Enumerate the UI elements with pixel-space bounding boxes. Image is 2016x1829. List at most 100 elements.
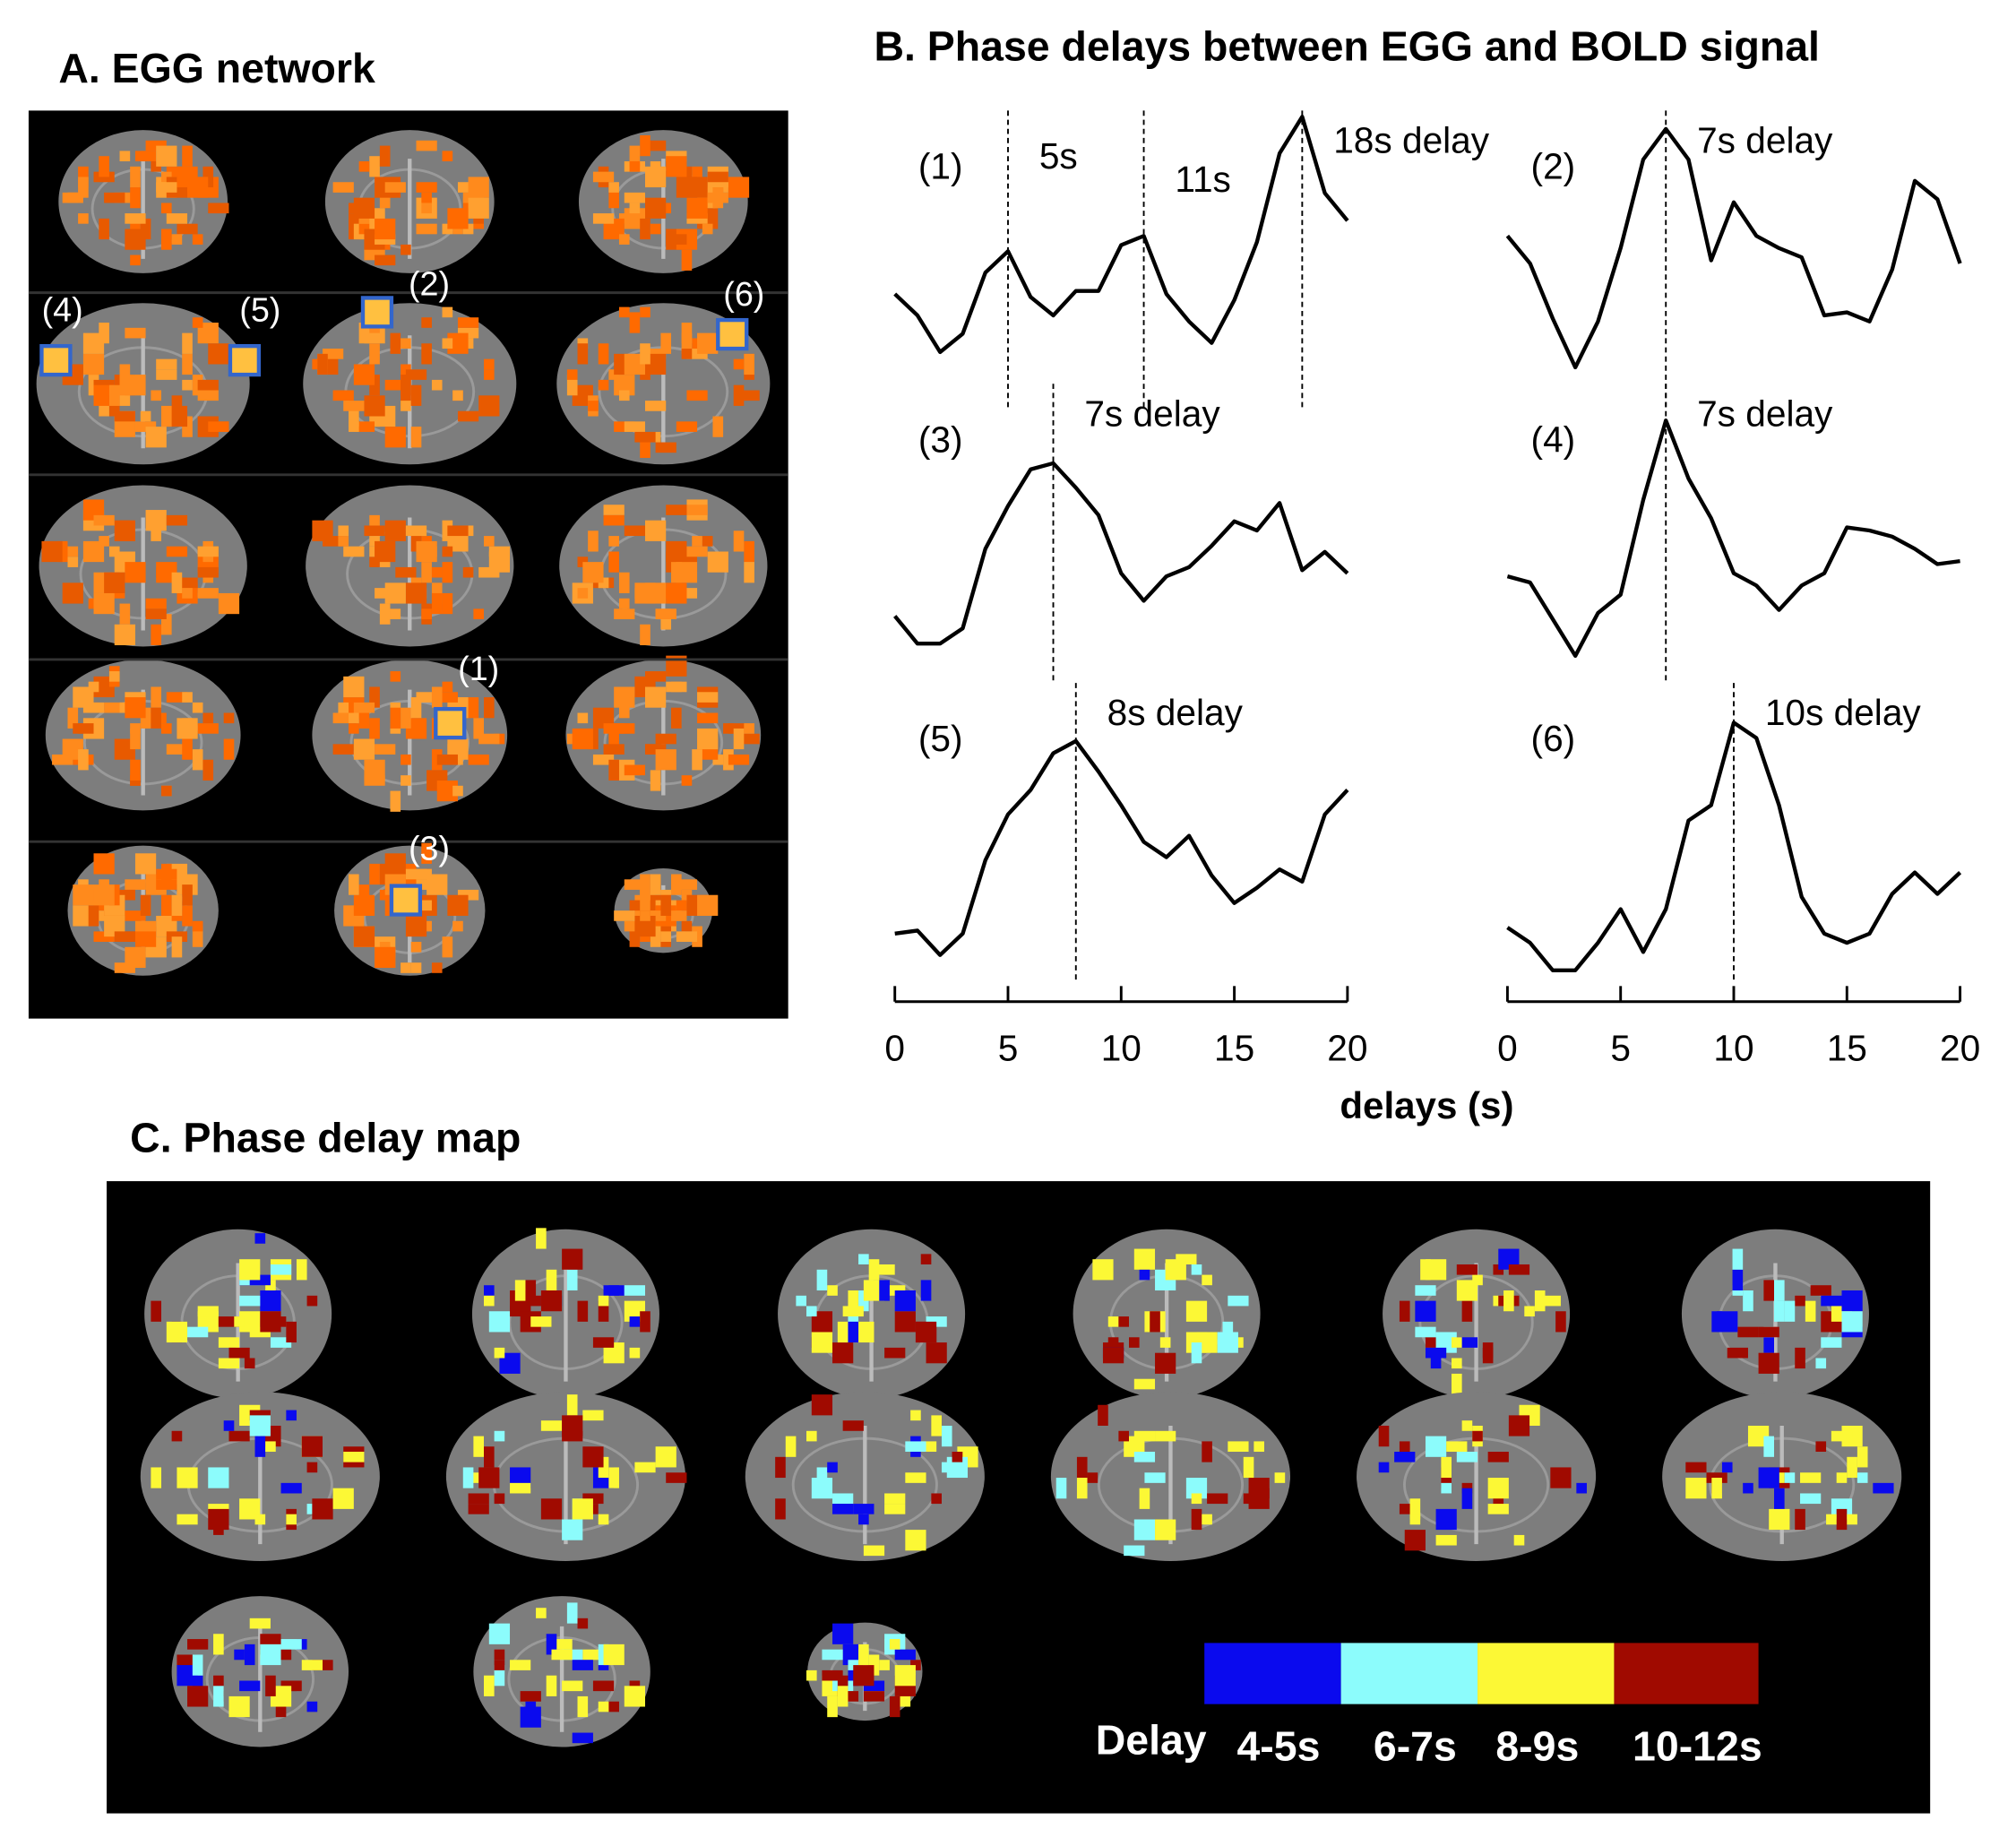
- activation-voxel: [1254, 1441, 1264, 1453]
- activation-voxel: [151, 624, 161, 646]
- activation-voxel: [915, 1321, 937, 1343]
- activation-voxel: [681, 775, 693, 786]
- activation-voxel: [119, 603, 131, 625]
- activation-voxel: [405, 369, 427, 380]
- activation-voxel: [598, 1701, 609, 1713]
- activation-voxel: [239, 1498, 261, 1520]
- activation-voxel: [270, 1649, 292, 1661]
- delay-label: 7s delay: [1697, 119, 1833, 160]
- legend-label: 8-9s: [1495, 1723, 1579, 1770]
- legend-swatch: [1614, 1643, 1759, 1704]
- activation-voxel: [1461, 1488, 1473, 1509]
- activation-voxel: [1841, 1311, 1863, 1333]
- activation-voxel: [410, 427, 422, 448]
- activation-voxel: [431, 686, 443, 708]
- activation-voxel: [130, 255, 141, 266]
- activation-voxel: [306, 1462, 318, 1473]
- activation-voxel: [473, 718, 484, 739]
- activation-voxel: [1404, 1530, 1426, 1551]
- activation-voxel: [447, 208, 469, 229]
- activation-voxel: [806, 1306, 817, 1317]
- activation-voxel: [213, 1634, 224, 1655]
- activation-voxel: [343, 1452, 365, 1462]
- activation-voxel: [99, 536, 109, 547]
- activation-voxel: [390, 707, 401, 729]
- activation-voxel: [1191, 1493, 1202, 1505]
- activation-voxel: [177, 577, 198, 589]
- activation-voxel: [239, 1680, 261, 1692]
- activation-voxel: [197, 546, 219, 557]
- activation-voxel: [343, 401, 365, 411]
- activation-voxel: [338, 525, 349, 537]
- activation-voxel: [540, 1420, 563, 1431]
- activation-voxel: [1795, 1295, 1805, 1307]
- activation-voxel: [551, 1639, 573, 1650]
- activation-voxel: [364, 395, 385, 417]
- activation-voxel: [666, 505, 687, 515]
- activation-voxel: [375, 540, 396, 563]
- activation-voxel: [114, 520, 135, 541]
- activation-voxel: [655, 749, 676, 771]
- activation-voxel: [1487, 1478, 1509, 1499]
- activation-voxel: [941, 1425, 952, 1447]
- activation-voxel: [161, 405, 172, 427]
- delay-label: 5s: [1039, 135, 1078, 177]
- activation-voxel: [473, 1436, 484, 1457]
- x-tick-label: 5: [998, 1028, 1019, 1069]
- activation-voxel: [494, 1665, 505, 1687]
- activation-voxel: [1202, 1274, 1212, 1286]
- activation-voxel: [234, 1316, 245, 1327]
- activation-voxel: [1202, 1441, 1212, 1453]
- activation-voxel: [218, 1316, 240, 1327]
- delay-legend: Delay 4-5s 6-7s 8-9s 10-12s: [1096, 1643, 1762, 1770]
- activation-voxel: [1228, 1441, 1249, 1453]
- activation-voxel: [837, 1321, 849, 1343]
- chart-label: (6): [1531, 718, 1576, 759]
- activation-voxel: [1150, 1311, 1160, 1333]
- activation-voxel: [473, 608, 484, 619]
- activation-voxel: [125, 562, 146, 583]
- activation-voxel: [525, 1701, 537, 1713]
- signal-line: [894, 738, 1349, 957]
- activation-voxel: [41, 540, 63, 563]
- activation-voxel: [520, 1691, 541, 1702]
- activation-voxel: [125, 879, 146, 890]
- activation-voxel: [1409, 1498, 1421, 1520]
- activation-voxel: [1133, 1452, 1156, 1462]
- activation-voxel: [1185, 1300, 1208, 1322]
- activation-voxel: [671, 562, 682, 583]
- activation-voxel: [375, 946, 396, 969]
- activation-voxel: [249, 1618, 271, 1629]
- activation-voxel: [244, 1358, 255, 1369]
- activation-voxel: [462, 1467, 474, 1488]
- activation-voxel: [1508, 1415, 1530, 1436]
- activation-voxel: [384, 379, 406, 391]
- activation-voxel: [1092, 1259, 1114, 1281]
- activation-voxel: [858, 1644, 869, 1666]
- activation-voxel: [369, 343, 380, 365]
- activation-voxel: [130, 728, 141, 750]
- activation-voxel: [1774, 1280, 1785, 1301]
- activation-voxel: [286, 1321, 297, 1343]
- activation-voxel: [484, 358, 495, 370]
- activation-voxel: [1254, 1482, 1264, 1494]
- activation-voxel: [775, 1498, 786, 1520]
- activation-voxel: [1784, 1472, 1796, 1483]
- activation-voxel: [707, 171, 728, 183]
- activation-voxel: [99, 156, 109, 177]
- activation-voxel: [624, 879, 645, 890]
- activation-voxel: [192, 317, 203, 328]
- activation-voxel: [733, 358, 745, 370]
- activation-voxel: [640, 624, 650, 646]
- activation-voxel: [270, 1337, 292, 1348]
- activation-voxel: [660, 618, 672, 630]
- activation-voxel: [1124, 1545, 1145, 1557]
- activation-voxel: [187, 1639, 209, 1650]
- activation-voxel: [249, 1274, 271, 1286]
- activation-voxel: [624, 192, 645, 203]
- activation-voxel: [436, 692, 458, 703]
- activation-voxel: [562, 1415, 583, 1436]
- activation-voxel: [192, 749, 203, 771]
- activation-voxel: [1836, 1508, 1848, 1531]
- activation-voxel: [119, 551, 131, 573]
